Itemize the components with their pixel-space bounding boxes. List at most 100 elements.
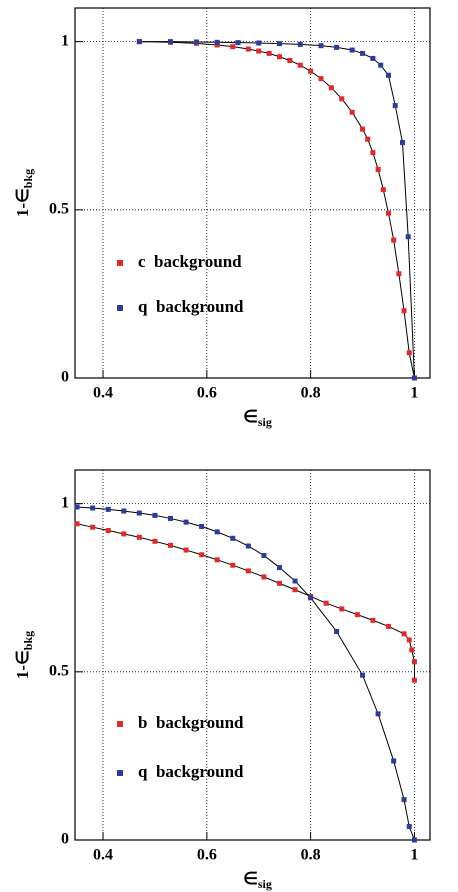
data-point <box>328 85 334 91</box>
data-point <box>318 43 324 49</box>
data-point <box>276 565 282 571</box>
y-tick-label: 0 <box>61 831 69 848</box>
y-axis-label: 1-∈bkg <box>13 631 35 679</box>
data-point <box>105 528 111 534</box>
y-axis-label: 1-∈bkg <box>13 169 35 217</box>
x-axis-label: ∈sig <box>243 869 272 891</box>
data-point <box>276 41 282 47</box>
y-tick-label: 1 <box>61 32 69 49</box>
data-point <box>411 837 417 843</box>
data-point <box>214 529 220 535</box>
data-point <box>409 647 415 653</box>
data-point <box>74 504 80 510</box>
data-point <box>391 758 397 764</box>
data-point <box>375 711 381 717</box>
legend-marker <box>117 305 123 311</box>
plot-frame <box>74 7 431 379</box>
data-point <box>401 308 407 314</box>
data-point <box>411 677 417 683</box>
data-point <box>370 150 376 156</box>
data-point <box>396 271 402 277</box>
x-tick-label: 0.4 <box>93 847 113 864</box>
data-point <box>261 552 267 558</box>
data-point <box>399 140 405 146</box>
data-point <box>370 617 376 623</box>
data-point <box>152 512 158 518</box>
x-axis-label-main: ∈ <box>243 869 258 888</box>
data-point <box>308 595 314 601</box>
data-point <box>245 46 251 52</box>
data-point <box>199 524 205 530</box>
data-point <box>266 50 272 56</box>
data-point <box>370 55 376 61</box>
data-point <box>214 39 220 45</box>
legend-label: c background <box>138 252 242 271</box>
data-point <box>214 42 220 48</box>
x-tick-label: 0.8 <box>301 847 321 864</box>
data-point <box>380 187 386 193</box>
data-point <box>318 76 324 82</box>
y-tick-label: 0 <box>61 369 69 386</box>
data-point <box>74 521 80 527</box>
x-axis-label-main: ∈ <box>243 407 258 426</box>
data-point <box>90 524 96 530</box>
y-tick-label: 0.5 <box>49 662 69 679</box>
data-point <box>354 612 360 618</box>
legend-marker <box>117 721 123 727</box>
data-point <box>378 62 384 68</box>
data-point <box>90 505 96 511</box>
data-point <box>349 47 355 53</box>
x-axis-label-sub: sig <box>258 877 272 891</box>
data-point <box>401 797 407 803</box>
y-axis-label-sub: bkg <box>21 631 35 650</box>
data-point <box>392 103 398 109</box>
legend-label: q background <box>138 762 244 781</box>
data-point <box>360 672 366 678</box>
x-axis-label-sub: sig <box>258 415 272 429</box>
data-point <box>235 40 241 46</box>
data-point <box>360 50 366 56</box>
y-tick-label: 0.5 <box>49 200 69 217</box>
data-point <box>385 623 391 629</box>
x-tick-label: 1 <box>410 847 418 864</box>
data-point <box>199 552 205 558</box>
data-point <box>360 126 366 132</box>
legend-marker <box>117 770 123 776</box>
data-point <box>193 39 199 45</box>
data-point <box>121 531 127 537</box>
x-tick-label: 0.8 <box>301 385 321 402</box>
data-point <box>385 72 391 78</box>
data-point <box>152 538 158 544</box>
x-axis-label: ∈sig <box>243 407 272 429</box>
data-point <box>256 40 262 46</box>
data-point <box>256 48 262 54</box>
data-point <box>391 237 397 243</box>
data-point <box>339 606 345 612</box>
data-point <box>230 535 236 541</box>
data-point <box>406 824 412 830</box>
series-line <box>76 523 415 681</box>
data-point <box>136 534 142 540</box>
data-point <box>297 62 303 68</box>
data-point <box>287 57 293 63</box>
data-point <box>406 350 412 356</box>
legend-marker <box>117 260 123 266</box>
y-axis-label-main: 1-∈ <box>13 188 32 217</box>
y-axis-label-main: 1-∈ <box>13 650 32 679</box>
data-point <box>375 166 381 172</box>
data-point <box>245 568 251 574</box>
y-tick-label: 1 <box>61 494 69 511</box>
data-point <box>167 39 173 45</box>
y-axis-label-sub: bkg <box>21 169 35 188</box>
data-point <box>230 44 236 50</box>
data-point <box>385 210 391 216</box>
data-point <box>105 506 111 512</box>
data-point <box>292 578 298 584</box>
x-tick-label: 0.6 <box>197 385 217 402</box>
data-point <box>245 543 251 549</box>
x-tick-label: 1 <box>410 385 418 402</box>
data-point <box>349 109 355 115</box>
data-point <box>183 519 189 525</box>
data-point <box>136 510 142 516</box>
